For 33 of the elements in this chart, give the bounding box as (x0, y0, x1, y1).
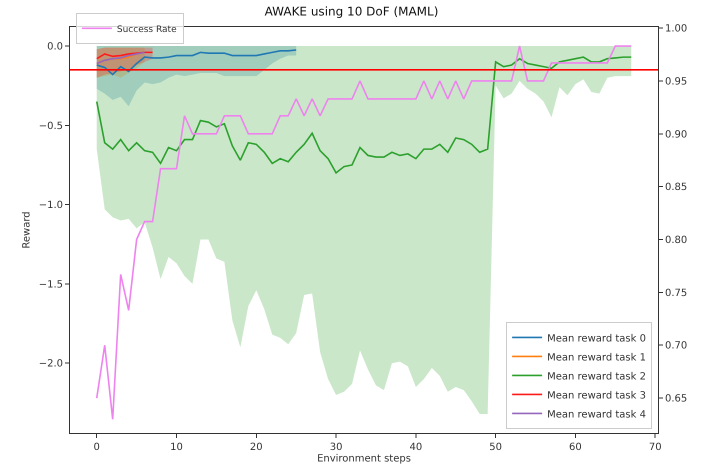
y2-tick-label: 0.90 (665, 129, 688, 140)
legend-label: Mean reward task 0 (547, 333, 646, 344)
y-tick-label: −1.5 (38, 279, 63, 290)
legend-label: Mean reward task 1 (547, 352, 646, 364)
y-tick-label: −0.5 (38, 120, 63, 132)
chart-title: AWAKE using 10 DoF (MAML) (264, 4, 438, 19)
y2-tick-label: 0.85 (665, 182, 688, 194)
x-axis-title: Environment steps (317, 454, 411, 464)
x-tick-label: 40 (409, 442, 422, 453)
x-tick-label: 60 (569, 442, 582, 453)
y-tick-label: −1.0 (38, 200, 63, 212)
y-tick-label: 0.0 (47, 42, 63, 53)
legend-label: Mean reward task 3 (547, 390, 646, 402)
y-tick-label: −2.0 (38, 358, 63, 370)
legend-label: Success Rate (116, 24, 178, 35)
line-series (96, 56, 632, 174)
y2-tick-label: 0.80 (665, 235, 688, 246)
y2-tick-label: 0.95 (665, 76, 688, 88)
x-tick-label: 20 (250, 442, 263, 453)
y2-tick-label: 0.75 (665, 288, 688, 299)
legend-label: Mean reward task 2 (547, 371, 646, 382)
y2-tick-label: 0.65 (665, 394, 688, 405)
legend-label: Mean reward task 4 (547, 409, 646, 420)
x-tick-label: 50 (489, 442, 502, 453)
line-series (96, 52, 154, 60)
x-tick-label: 30 (330, 442, 342, 453)
x-tick-label: 70 (648, 442, 662, 453)
y2-tick-label: 0.70 (665, 340, 688, 352)
x-tick-label: 0 (94, 442, 100, 453)
y2-tick-label: 1.00 (665, 24, 688, 35)
y-axis-title: Reward (22, 211, 33, 249)
x-tick-label: 10 (170, 442, 183, 453)
line-series (96, 49, 297, 76)
